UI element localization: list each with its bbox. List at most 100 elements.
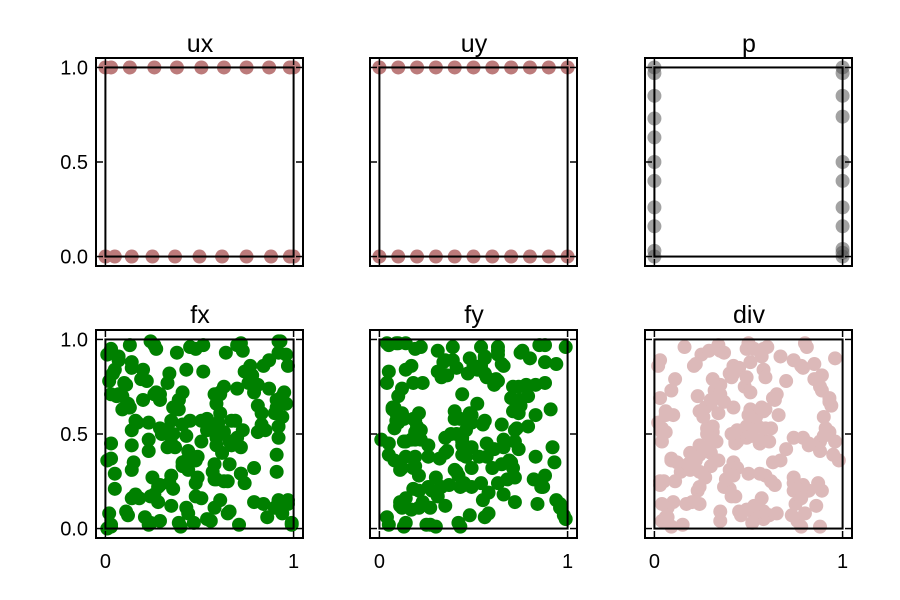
point-div-160	[784, 508, 799, 523]
point-div-189	[799, 340, 814, 355]
point-div-72	[794, 358, 809, 373]
point-fx-165	[215, 445, 230, 460]
point-fy-165	[507, 423, 522, 438]
point-div-134	[773, 453, 788, 468]
point-fy-91	[411, 500, 426, 515]
point-div-145	[801, 438, 816, 453]
point-div-164	[653, 353, 668, 368]
point-div-192	[779, 442, 794, 457]
point-div-126	[743, 385, 758, 400]
point-div-194	[683, 445, 698, 460]
panel-title-p: p	[742, 30, 756, 58]
point-fx-115	[179, 362, 194, 377]
ytick-label-ux-0: 0.0	[60, 247, 88, 269]
point-fy-105	[406, 375, 421, 390]
point-div-120	[700, 440, 715, 455]
axes-frame-uy	[369, 57, 578, 267]
point-fx-146	[254, 406, 269, 421]
point-div-168	[767, 392, 782, 407]
ticks-uy	[370, 58, 577, 266]
panel-fx: fx 0.0 0.5 1.0 0 1	[60, 301, 304, 573]
point-fx-144	[164, 413, 179, 428]
point-fx-184	[271, 430, 286, 445]
point-div-185	[654, 425, 669, 440]
point-fy-181	[479, 449, 494, 464]
point-fx-108	[207, 472, 222, 487]
point-div-85	[807, 357, 822, 372]
boundary-square-uy	[378, 66, 569, 258]
point-fy-161	[425, 483, 440, 498]
point-fy-127	[381, 436, 396, 451]
point-fx-142	[115, 402, 130, 417]
point-fy-192	[387, 453, 402, 468]
point-fy-51	[470, 396, 485, 411]
point-div-179	[811, 476, 826, 491]
axes-frame-ux	[95, 57, 304, 267]
point-fy-173	[413, 340, 428, 355]
point-fx-167	[200, 423, 215, 438]
point-div-161	[726, 366, 741, 381]
point-fy-63	[496, 432, 511, 447]
point-div-169	[797, 506, 812, 521]
point-fx-61	[220, 506, 235, 521]
point-div-172	[816, 428, 831, 443]
point-div-139	[745, 515, 760, 530]
boundary-square-fy	[378, 338, 569, 530]
point-fx-72	[104, 519, 119, 534]
point-div-178	[692, 464, 707, 479]
point-fx-71	[132, 491, 147, 506]
point-div-195	[726, 468, 741, 483]
point-fy-135	[556, 508, 571, 523]
point-fy-189	[477, 366, 492, 381]
axes-frame-p	[644, 57, 853, 267]
point-div-154	[739, 370, 754, 385]
data-boundary-frame-div	[653, 338, 844, 530]
point-div-91	[692, 496, 707, 511]
point-fy-170	[430, 364, 445, 379]
point-div-162	[794, 519, 809, 534]
point-fy-188	[455, 387, 470, 402]
point-fx-169	[216, 379, 231, 394]
point-fy-109	[547, 455, 562, 470]
xtick-label-fy-1: 1	[562, 551, 573, 573]
point-fx-183	[169, 345, 184, 360]
point-div-175	[807, 372, 822, 387]
point-div-163	[664, 453, 679, 468]
point-fy-73	[398, 449, 413, 464]
point-fy-167	[490, 340, 505, 355]
point-fy-93	[387, 421, 402, 436]
xtick-label-div-1: 1	[837, 551, 848, 573]
point-fy-100	[528, 449, 543, 464]
point-fy-14	[421, 449, 436, 464]
point-div-190	[758, 421, 773, 436]
point-fx-33	[230, 381, 245, 396]
point-fx-70	[164, 498, 179, 513]
point-div-174	[724, 427, 739, 441]
point-fy-98	[528, 408, 543, 423]
point-div-19	[690, 389, 705, 404]
ytick-label-fx-2: 1.0	[60, 329, 88, 351]
point-fy-121	[549, 493, 564, 508]
point-fy-122	[381, 364, 396, 379]
point-fx-37	[232, 517, 247, 532]
panel-uy: uy	[369, 30, 578, 267]
point-fx-123	[220, 474, 235, 489]
point-div-149	[743, 355, 758, 370]
point-fx-163	[143, 515, 158, 530]
point-fx-191	[104, 451, 119, 466]
point-fx-147	[141, 415, 156, 430]
point-fy-77	[500, 472, 515, 487]
point-div-147	[711, 453, 726, 468]
ytick-label-ux-2: 1.0	[60, 57, 88, 79]
data-boundary-frame-p	[653, 66, 844, 258]
point-fy-180	[396, 411, 411, 426]
point-fx-198	[168, 440, 183, 455]
point-div-124	[686, 358, 701, 373]
point-div-197	[826, 447, 841, 462]
point-fy-169	[477, 349, 492, 364]
point-div-90	[677, 340, 692, 355]
point-fy-34	[379, 375, 394, 390]
scatter-points-div	[651, 336, 846, 534]
point-fy-193	[394, 498, 409, 513]
